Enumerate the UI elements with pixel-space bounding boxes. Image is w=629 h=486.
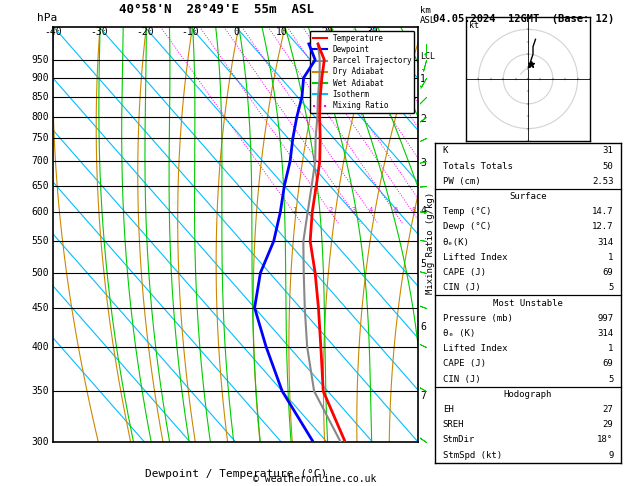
Text: 450: 450 xyxy=(31,303,49,313)
Text: 1: 1 xyxy=(420,73,426,84)
Text: LCL: LCL xyxy=(420,52,435,61)
Text: 69: 69 xyxy=(603,268,613,277)
Text: 30: 30 xyxy=(367,27,379,37)
Text: 04.05.2024  12GMT  (Base: 12): 04.05.2024 12GMT (Base: 12) xyxy=(433,14,614,24)
Text: 6: 6 xyxy=(420,322,426,332)
Text: 31: 31 xyxy=(603,146,613,156)
Text: 997: 997 xyxy=(598,314,613,323)
Text: 10: 10 xyxy=(276,27,287,37)
Text: Mixing Ratio (g/kg): Mixing Ratio (g/kg) xyxy=(426,192,435,294)
Text: SREH: SREH xyxy=(443,420,464,429)
Text: 314: 314 xyxy=(598,238,613,247)
Text: Dewp (°C): Dewp (°C) xyxy=(443,223,491,231)
Text: 4: 4 xyxy=(369,207,373,213)
Legend: Temperature, Dewpoint, Parcel Trajectory, Dry Adiabat, Wet Adiabat, Isotherm, Mi: Temperature, Dewpoint, Parcel Trajectory… xyxy=(310,31,415,113)
Text: 950: 950 xyxy=(31,55,49,65)
Text: 1: 1 xyxy=(292,207,296,213)
Text: 3: 3 xyxy=(352,207,356,213)
Text: CIN (J): CIN (J) xyxy=(443,283,481,292)
Text: 7: 7 xyxy=(420,391,426,401)
Text: -20: -20 xyxy=(136,27,153,37)
Text: kt: kt xyxy=(469,21,479,30)
Text: 350: 350 xyxy=(31,386,49,396)
Text: Pressure (mb): Pressure (mb) xyxy=(443,314,513,323)
Text: 18°: 18° xyxy=(598,435,613,444)
Text: K: K xyxy=(443,146,448,156)
Text: 2.53: 2.53 xyxy=(592,177,613,186)
Text: 314: 314 xyxy=(598,329,613,338)
Text: Totals Totals: Totals Totals xyxy=(443,162,513,171)
Text: 0: 0 xyxy=(233,27,239,37)
Text: 900: 900 xyxy=(31,73,49,83)
Text: Lifted Index: Lifted Index xyxy=(443,253,507,262)
Text: © weatheronline.co.uk: © weatheronline.co.uk xyxy=(253,473,376,484)
Text: EH: EH xyxy=(443,405,454,414)
Text: CIN (J): CIN (J) xyxy=(443,375,481,383)
Text: 27: 27 xyxy=(603,405,613,414)
Text: Dewpoint / Temperature (°C): Dewpoint / Temperature (°C) xyxy=(145,469,327,479)
Text: 6: 6 xyxy=(393,207,398,213)
Text: 9: 9 xyxy=(608,451,613,460)
Text: Lifted Index: Lifted Index xyxy=(443,344,507,353)
Text: 550: 550 xyxy=(31,236,49,246)
Text: 300: 300 xyxy=(31,437,49,447)
Text: 750: 750 xyxy=(31,133,49,143)
Text: 500: 500 xyxy=(31,268,49,278)
Text: 29: 29 xyxy=(603,420,613,429)
Text: 5: 5 xyxy=(420,260,426,269)
Text: θₑ (K): θₑ (K) xyxy=(443,329,475,338)
Text: 2: 2 xyxy=(420,114,426,124)
Text: 850: 850 xyxy=(31,92,49,102)
Text: -10: -10 xyxy=(181,27,199,37)
Text: CAPE (J): CAPE (J) xyxy=(443,359,486,368)
Text: 12.7: 12.7 xyxy=(592,223,613,231)
Text: 650: 650 xyxy=(31,181,49,191)
Text: 69: 69 xyxy=(603,359,613,368)
Text: 4: 4 xyxy=(420,206,426,216)
Text: 600: 600 xyxy=(31,208,49,217)
Text: km
ASL: km ASL xyxy=(420,6,437,25)
Text: 50: 50 xyxy=(603,162,613,171)
Text: Most Unstable: Most Unstable xyxy=(493,298,563,308)
Text: -40: -40 xyxy=(45,27,62,37)
Text: 20: 20 xyxy=(321,27,333,37)
Text: PW (cm): PW (cm) xyxy=(443,177,481,186)
Text: 5: 5 xyxy=(608,375,613,383)
Text: 1: 1 xyxy=(608,253,613,262)
Text: StmSpd (kt): StmSpd (kt) xyxy=(443,451,502,460)
Text: θₑ(K): θₑ(K) xyxy=(443,238,470,247)
Text: 1: 1 xyxy=(608,344,613,353)
Text: hPa: hPa xyxy=(37,13,57,22)
Text: -30: -30 xyxy=(90,27,108,37)
Text: 700: 700 xyxy=(31,156,49,166)
Text: Temp (°C): Temp (°C) xyxy=(443,208,491,216)
Text: 5: 5 xyxy=(608,283,613,292)
Text: 800: 800 xyxy=(31,112,49,122)
Text: 40°58'N  28°49'E  55m  ASL: 40°58'N 28°49'E 55m ASL xyxy=(119,3,314,17)
Text: 3: 3 xyxy=(420,157,426,168)
Text: 2: 2 xyxy=(329,207,333,213)
Text: 8: 8 xyxy=(411,207,415,213)
Text: StmDir: StmDir xyxy=(443,435,475,444)
Text: 400: 400 xyxy=(31,342,49,352)
Text: 14.7: 14.7 xyxy=(592,208,613,216)
Text: CAPE (J): CAPE (J) xyxy=(443,268,486,277)
Text: Surface: Surface xyxy=(509,192,547,201)
Text: Hodograph: Hodograph xyxy=(504,390,552,399)
